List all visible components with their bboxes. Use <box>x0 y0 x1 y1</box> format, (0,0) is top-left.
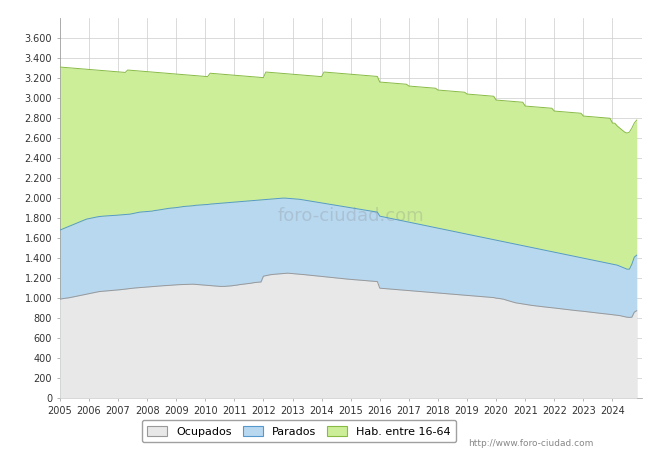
Text: foro-ciudad.com: foro-ciudad.com <box>278 207 424 225</box>
Legend: Ocupados, Parados, Hab. entre 16-64: Ocupados, Parados, Hab. entre 16-64 <box>142 420 456 442</box>
Text: Fuente Obejuna - Evolucion de la poblacion en edad de Trabajar Noviembre de 2024: Fuente Obejuna - Evolucion de la poblaci… <box>60 9 590 22</box>
Text: http://www.foro-ciudad.com: http://www.foro-ciudad.com <box>468 439 593 448</box>
